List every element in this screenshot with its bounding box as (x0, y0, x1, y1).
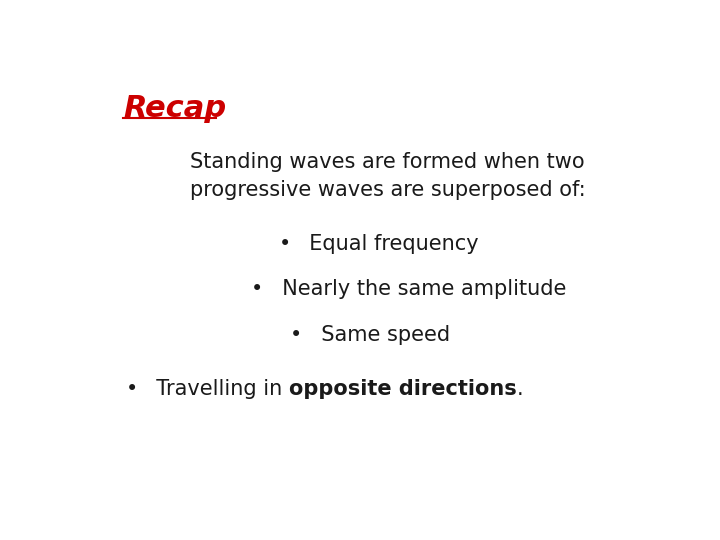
Text: Recap: Recap (124, 94, 227, 123)
Text: Equal frequency: Equal frequency (297, 234, 479, 254)
Text: Same speed: Same speed (307, 325, 450, 345)
Text: Nearly the same amplitude: Nearly the same amplitude (269, 279, 566, 299)
Text: •: • (251, 279, 264, 299)
Text: Standing waves are formed when two
progressive waves are superposed of:: Standing waves are formed when two progr… (190, 152, 586, 200)
Text: .: . (517, 379, 523, 399)
Text: •: • (279, 234, 292, 254)
Text: opposite directions: opposite directions (289, 379, 517, 399)
Text: Travelling in: Travelling in (143, 379, 289, 399)
Text: •: • (126, 379, 138, 399)
Text: •: • (290, 325, 302, 345)
